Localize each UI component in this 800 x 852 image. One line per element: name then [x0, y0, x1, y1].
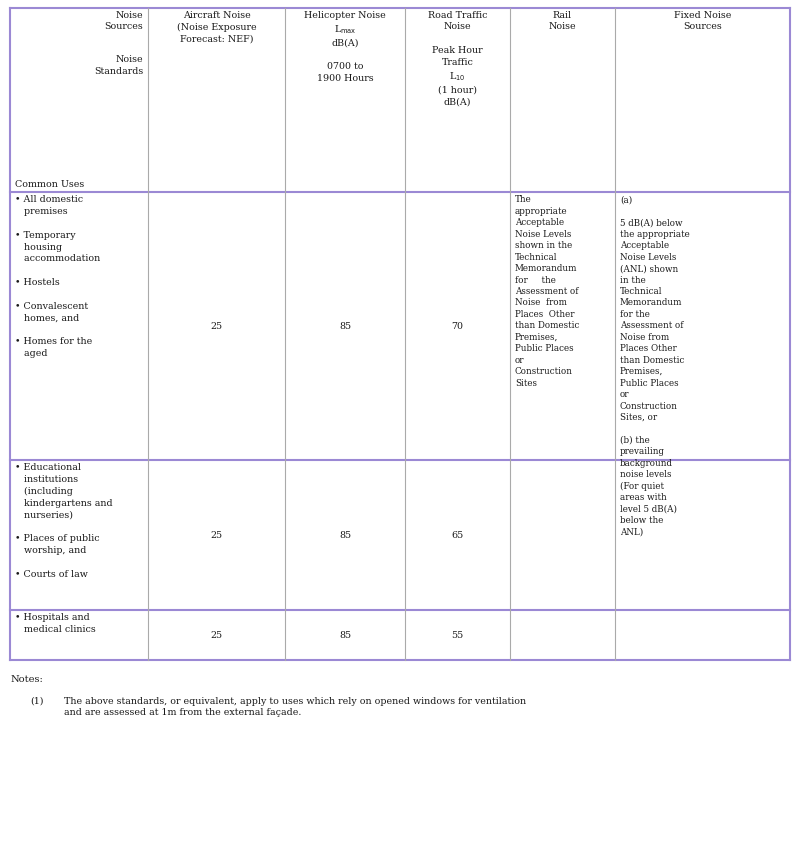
Text: 25: 25	[210, 630, 222, 640]
Text: Road Traffic
Noise

Peak Hour
Traffic
L$_{10}$
(1 hour)
dB(A): Road Traffic Noise Peak Hour Traffic L$_…	[428, 10, 487, 106]
Text: 85: 85	[339, 531, 351, 539]
Text: (a)

5 dB(A) below
the appropriate
Acceptable
Noise Levels
(ANL) shown
in the
Te: (a) 5 dB(A) below the appropriate Accept…	[620, 195, 690, 537]
Text: (1): (1)	[30, 697, 43, 705]
Text: The above standards, or equivalent, apply to uses which rely on opened windows f: The above standards, or equivalent, appl…	[64, 697, 526, 717]
Text: • All domestic
   premises

• Temporary
   housing
   accommodation

• Hostels

: • All domestic premises • Temporary hous…	[15, 195, 100, 358]
Text: 25: 25	[210, 531, 222, 539]
Text: Rail
Noise: Rail Noise	[549, 10, 576, 32]
Text: • Educational
   institutions
   (including
   kindergartens and
   nurseries)

: • Educational institutions (including ki…	[15, 463, 113, 579]
Text: Noise
Standards: Noise Standards	[94, 55, 143, 76]
Text: 85: 85	[339, 630, 351, 640]
Text: 65: 65	[451, 531, 464, 539]
Text: Noise
Sources: Noise Sources	[105, 10, 143, 32]
Text: Common Uses: Common Uses	[15, 180, 84, 188]
Text: 70: 70	[451, 321, 463, 331]
Text: The
appropriate
Acceptable
Noise Levels
shown in the
Technical
Memorandum
for   : The appropriate Acceptable Noise Levels …	[515, 195, 579, 388]
Text: Fixed Noise
Sources: Fixed Noise Sources	[674, 10, 731, 32]
Text: Helicopter Noise
L$_{\mathrm{max}}$
dB(A)

0700 to
1900 Hours: Helicopter Noise L$_{\mathrm{max}}$ dB(A…	[304, 10, 386, 83]
Text: • Hospitals and
   medical clinics: • Hospitals and medical clinics	[15, 613, 95, 634]
Text: Notes:: Notes:	[10, 675, 43, 684]
Text: 85: 85	[339, 321, 351, 331]
Text: 25: 25	[210, 321, 222, 331]
Text: 55: 55	[451, 630, 464, 640]
Text: Aircraft Noise
(Noise Exposure
Forecast: NEF): Aircraft Noise (Noise Exposure Forecast:…	[177, 10, 256, 43]
